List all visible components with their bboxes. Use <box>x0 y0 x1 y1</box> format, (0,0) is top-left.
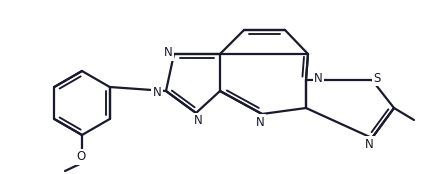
Text: N: N <box>365 137 374 151</box>
Text: N: N <box>153 85 161 98</box>
Text: O: O <box>77 151 86 164</box>
Text: N: N <box>194 114 202 128</box>
Text: N: N <box>164 46 172 60</box>
Text: N: N <box>256 116 264 129</box>
Text: S: S <box>373 72 381 85</box>
Text: N: N <box>314 73 323 85</box>
